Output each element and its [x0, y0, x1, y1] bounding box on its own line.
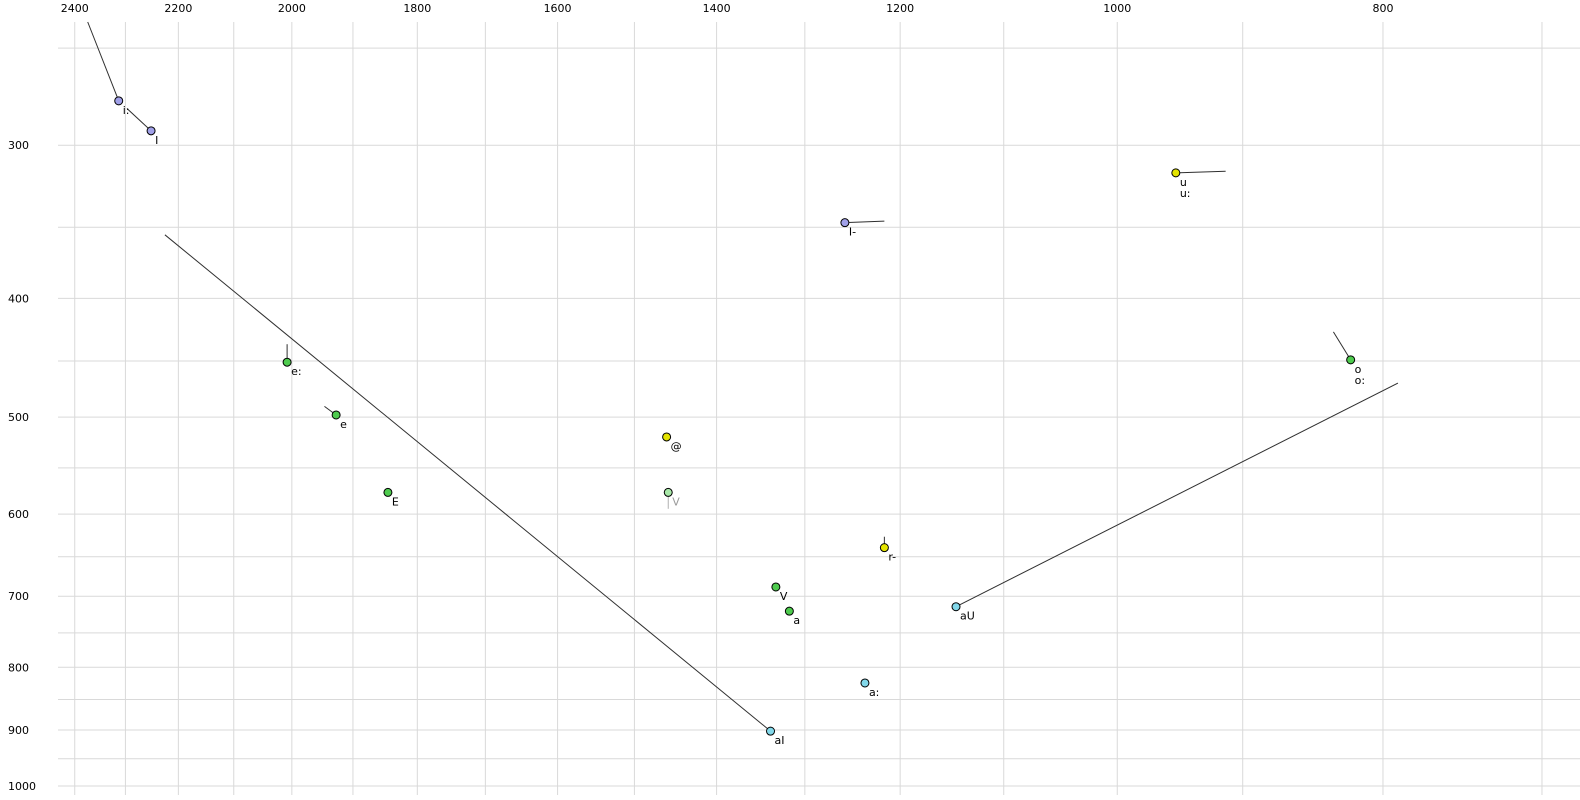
y-tick-label: 300 — [8, 139, 29, 152]
trajectory-aU — [955, 382, 1399, 608]
vowel-label: V — [672, 495, 680, 508]
vowel-point-I — [146, 126, 156, 136]
vowel-label: @ — [671, 440, 682, 453]
trajectory-o — [1332, 331, 1352, 361]
vowel-point-a: — [860, 678, 870, 688]
y-tick-label: 1000 — [8, 780, 36, 793]
vowel-label: r- — [888, 551, 896, 564]
y-tick-label: 600 — [8, 508, 29, 521]
y-tick-label: 400 — [8, 292, 29, 305]
vowel-point-aU — [951, 602, 961, 612]
vowel-label: a: — [869, 686, 879, 699]
grid — [58, 22, 1580, 795]
vowel-label: e — [340, 418, 347, 431]
trajectory-i: — [87, 21, 120, 102]
formant-trajectories — [87, 21, 1399, 732]
vowel-point-a — [784, 606, 794, 616]
vowel-point-@ — [662, 432, 672, 442]
trajectory-I — [126, 108, 152, 132]
vowel-point-V — [663, 487, 673, 497]
vowel-point-aI — [766, 726, 776, 736]
x-tick-label: 1200 — [886, 2, 914, 15]
vowel-points — [114, 96, 1356, 736]
vowel-label: I- — [849, 226, 856, 239]
x-tick-label: 2200 — [164, 2, 192, 15]
vowel-labels: i: I I-uu: oo: e: e E @ Vr- Va aU a: aI — [123, 104, 1365, 747]
trajectory-aI — [164, 234, 771, 732]
y-tick-label: 800 — [8, 661, 29, 674]
x-tick-label: 1800 — [403, 2, 431, 15]
vowel-label: E — [392, 495, 399, 508]
vowel-label: o — [1355, 363, 1362, 376]
vowel-label: u — [1180, 176, 1187, 189]
vowel-point-E — [383, 487, 393, 497]
vowel-label: aU — [960, 610, 975, 623]
vowel-point-o — [1346, 355, 1356, 365]
vowel-label: i: — [123, 104, 130, 117]
vowel-point-I- — [840, 218, 850, 228]
vowel-label: e: — [291, 365, 301, 378]
x-tick-label: 800 — [1372, 2, 1393, 15]
vowel-label: aI — [775, 734, 785, 747]
axis-tick-labels: 2400 2200 2000 1800 1600 1400 1200 1000 800 300 40… — [8, 2, 1393, 793]
x-tick-label: 2400 — [61, 2, 89, 15]
vowel-point-V — [771, 582, 781, 592]
trajectory-u — [1175, 170, 1226, 174]
x-tick-label: 2000 — [278, 2, 306, 15]
vowel-point-u — [1171, 168, 1181, 178]
y-tick-label: 500 — [8, 411, 29, 424]
x-tick-label: 1400 — [703, 2, 731, 15]
vowel-label: a — [793, 614, 800, 627]
x-tick-label: 1600 — [544, 2, 572, 15]
vowel-label: o: — [1355, 374, 1365, 387]
vowel-point-r- — [879, 543, 889, 553]
vowel-point-e — [331, 410, 341, 420]
x-tick-label: 1000 — [1103, 2, 1131, 15]
y-tick-label: 700 — [8, 590, 29, 603]
vowel-label: V — [780, 590, 788, 603]
trajectory-I- — [844, 220, 885, 224]
vowel-label: I — [155, 134, 158, 147]
vowel-point-e: — [282, 357, 292, 367]
vowel-point-i: — [114, 96, 124, 106]
vowel-label: u: — [1180, 187, 1191, 200]
y-tick-label: 900 — [8, 724, 29, 737]
